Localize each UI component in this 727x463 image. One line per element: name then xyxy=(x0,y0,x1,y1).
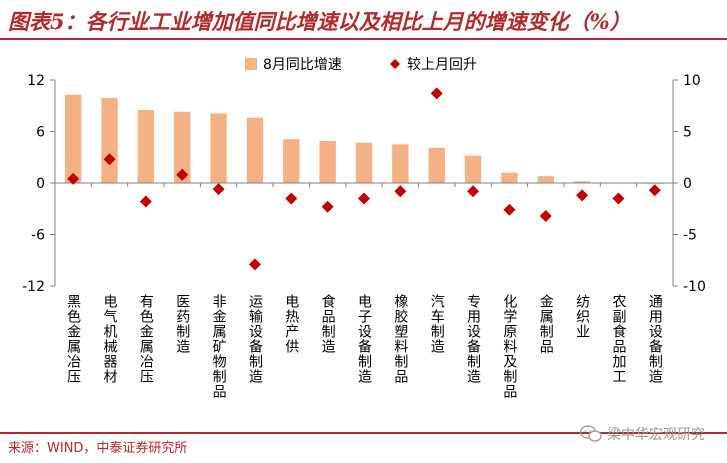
point xyxy=(430,87,443,100)
right-tick-label: 5 xyxy=(683,125,692,141)
point xyxy=(321,200,334,213)
bar xyxy=(537,176,554,183)
point xyxy=(103,153,116,166)
point xyxy=(612,192,625,205)
point xyxy=(503,203,516,216)
right-tick-label: 10 xyxy=(683,73,701,89)
point xyxy=(212,183,225,196)
left-tick-label: 0 xyxy=(36,176,45,192)
point xyxy=(67,172,80,185)
point xyxy=(176,168,189,181)
point xyxy=(648,184,661,197)
category-label: 通用设备制造 xyxy=(647,294,663,384)
bar xyxy=(464,155,482,183)
bar xyxy=(428,147,445,183)
footer-rule xyxy=(0,432,727,434)
point xyxy=(139,195,152,208)
point xyxy=(248,258,261,271)
category-label: 有色金属冶压 xyxy=(138,294,154,384)
category-label: 电气机械器材 xyxy=(102,294,118,384)
category-label: 专用设备制造 xyxy=(465,294,481,384)
bar xyxy=(355,142,373,183)
category-label: 橡胶塑料制品 xyxy=(392,294,408,384)
point xyxy=(394,185,407,198)
bar xyxy=(174,111,191,183)
bar xyxy=(101,98,118,183)
legend-bar-swatch xyxy=(245,58,257,70)
category-label: 电子设备制造 xyxy=(356,294,372,384)
left-tick-label: -12 xyxy=(22,279,45,295)
bar xyxy=(392,144,409,183)
category-label: 黑色金属冶压 xyxy=(65,294,81,384)
right-tick-label: -5 xyxy=(683,228,697,244)
bar xyxy=(501,172,518,183)
bar xyxy=(573,181,591,183)
category-label: 农副食品加工 xyxy=(610,294,626,384)
right-tick-label: 0 xyxy=(683,176,692,192)
wechat-icon xyxy=(579,425,602,443)
figure-title: 图表5：各行业工业增加值同比增速以及相比上月的增速变化（%） xyxy=(8,9,631,34)
bar xyxy=(210,113,227,183)
left-tick-label: 12 xyxy=(27,73,45,89)
legend-bar-label: 8月同比增速 xyxy=(263,57,342,73)
category-label: 汽车制造 xyxy=(429,294,445,354)
category-label: 非金属矿物制品 xyxy=(211,294,227,399)
bar xyxy=(283,139,300,183)
legend-point-label: 较上月回升 xyxy=(407,57,477,73)
bar xyxy=(137,110,155,183)
title-bar: 图表5：各行业工业增加值同比增速以及相比上月的增速变化（%） xyxy=(0,0,727,40)
bar xyxy=(64,94,82,183)
point xyxy=(467,185,480,198)
source-note: 来源：WIND，中泰证券研究所 xyxy=(8,441,188,456)
point xyxy=(539,209,552,222)
category-label: 金属制品 xyxy=(538,294,554,354)
left-tick-label: -6 xyxy=(31,228,45,244)
left-tick-label: 6 xyxy=(36,125,45,141)
category-label: 电热产供 xyxy=(283,294,299,354)
category-label: 化学原料及制品 xyxy=(501,294,517,399)
category-label: 医药制造 xyxy=(174,294,190,354)
point xyxy=(358,192,370,205)
watermark-text: 梁中华宏观研究 xyxy=(607,427,705,443)
category-label: 运输设备制造 xyxy=(247,294,263,384)
watermark: 梁中华宏观研究 xyxy=(579,424,705,444)
category-label: 纺织业 xyxy=(574,294,590,339)
right-tick-label: -10 xyxy=(683,279,706,295)
bar xyxy=(246,117,264,183)
point xyxy=(576,189,589,202)
bar xyxy=(319,140,336,183)
category-label: 食品制造 xyxy=(320,293,336,354)
point xyxy=(285,192,298,205)
legend-point-swatch xyxy=(390,59,400,69)
